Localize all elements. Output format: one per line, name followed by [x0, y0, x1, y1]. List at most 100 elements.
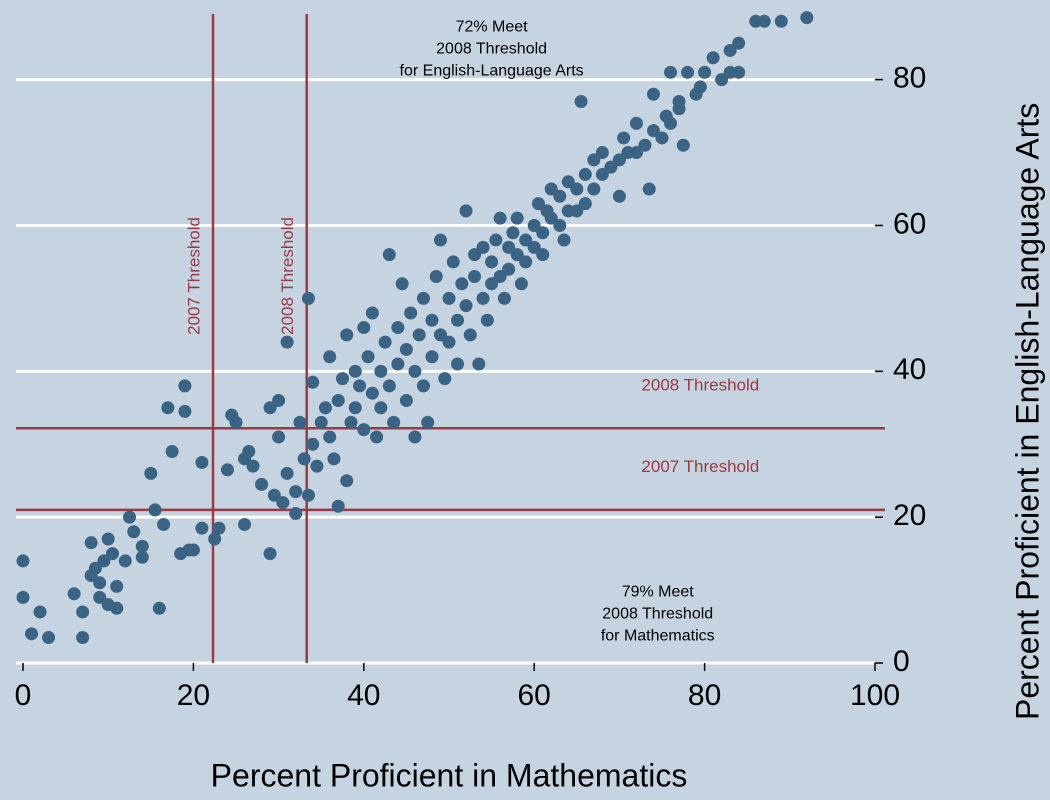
annotation: 72% Meet	[456, 19, 529, 36]
point	[595, 167, 609, 181]
point	[429, 270, 443, 284]
point	[186, 543, 200, 557]
y-tick-label: 20	[893, 499, 926, 532]
point	[365, 386, 379, 400]
point	[774, 14, 788, 28]
point	[314, 415, 328, 429]
point	[255, 477, 269, 491]
point	[331, 393, 345, 407]
point	[655, 131, 669, 145]
point	[42, 630, 56, 644]
point	[595, 146, 609, 160]
point	[331, 499, 345, 513]
point	[404, 306, 418, 320]
point	[229, 415, 243, 429]
point	[157, 517, 171, 531]
point	[676, 138, 690, 152]
point	[242, 445, 256, 459]
point	[480, 313, 494, 327]
point	[267, 488, 281, 502]
point	[306, 437, 320, 451]
point	[310, 459, 324, 473]
point	[561, 175, 575, 189]
point	[476, 291, 490, 305]
point	[629, 146, 643, 160]
point	[16, 554, 30, 568]
point	[502, 240, 516, 254]
point	[280, 335, 294, 349]
point	[272, 393, 286, 407]
point	[280, 466, 294, 480]
y-tick-label: 40	[893, 353, 926, 386]
point	[220, 463, 234, 477]
point	[340, 328, 354, 342]
point	[301, 488, 315, 502]
point	[361, 350, 375, 364]
threshold-label: 2007 Threshold	[184, 217, 203, 335]
point	[502, 262, 516, 276]
point	[195, 455, 209, 469]
point	[536, 248, 550, 262]
point	[531, 197, 545, 211]
point	[318, 401, 332, 415]
point	[642, 182, 656, 196]
point	[506, 226, 520, 240]
point	[578, 167, 592, 181]
x-axis-title: Percent Proficient in Mathematics	[211, 757, 688, 793]
point	[433, 328, 447, 342]
point	[570, 182, 584, 196]
point	[135, 539, 149, 553]
point	[732, 36, 746, 50]
point	[664, 116, 678, 130]
point	[340, 474, 354, 488]
point	[493, 211, 507, 225]
point	[681, 65, 695, 79]
x-tick-label: 60	[518, 679, 551, 712]
y-tick-label: 0	[893, 645, 910, 678]
point	[451, 357, 465, 371]
point	[301, 291, 315, 305]
point	[706, 51, 720, 65]
point	[336, 372, 349, 386]
point	[723, 43, 737, 57]
point	[67, 587, 81, 601]
point	[148, 503, 162, 517]
threshold-label: 2008 Threshold	[641, 375, 759, 394]
point	[348, 364, 362, 378]
point	[463, 328, 477, 342]
point	[421, 415, 435, 429]
point	[378, 335, 392, 349]
point	[544, 211, 558, 225]
point	[152, 601, 166, 615]
point	[16, 590, 30, 604]
point	[123, 510, 136, 524]
point	[178, 404, 192, 418]
point	[357, 423, 371, 437]
point	[408, 364, 422, 378]
point	[408, 430, 422, 444]
point	[323, 350, 337, 364]
point	[297, 452, 311, 466]
point	[612, 153, 626, 167]
point	[387, 415, 401, 429]
point	[646, 124, 660, 138]
point	[732, 65, 746, 79]
point	[485, 277, 499, 291]
point	[425, 350, 439, 364]
point	[276, 496, 290, 510]
x-tick-label: 40	[347, 679, 380, 712]
point	[178, 379, 192, 393]
point	[97, 554, 111, 568]
point	[88, 561, 102, 575]
annotation: 2008 Threshold	[436, 41, 547, 58]
point	[587, 182, 601, 196]
x-tick-label: 80	[688, 679, 721, 712]
point	[127, 525, 141, 539]
point	[468, 248, 482, 262]
point	[574, 95, 588, 109]
point	[612, 189, 626, 203]
point	[446, 255, 460, 269]
point	[374, 364, 388, 378]
point	[519, 233, 533, 247]
